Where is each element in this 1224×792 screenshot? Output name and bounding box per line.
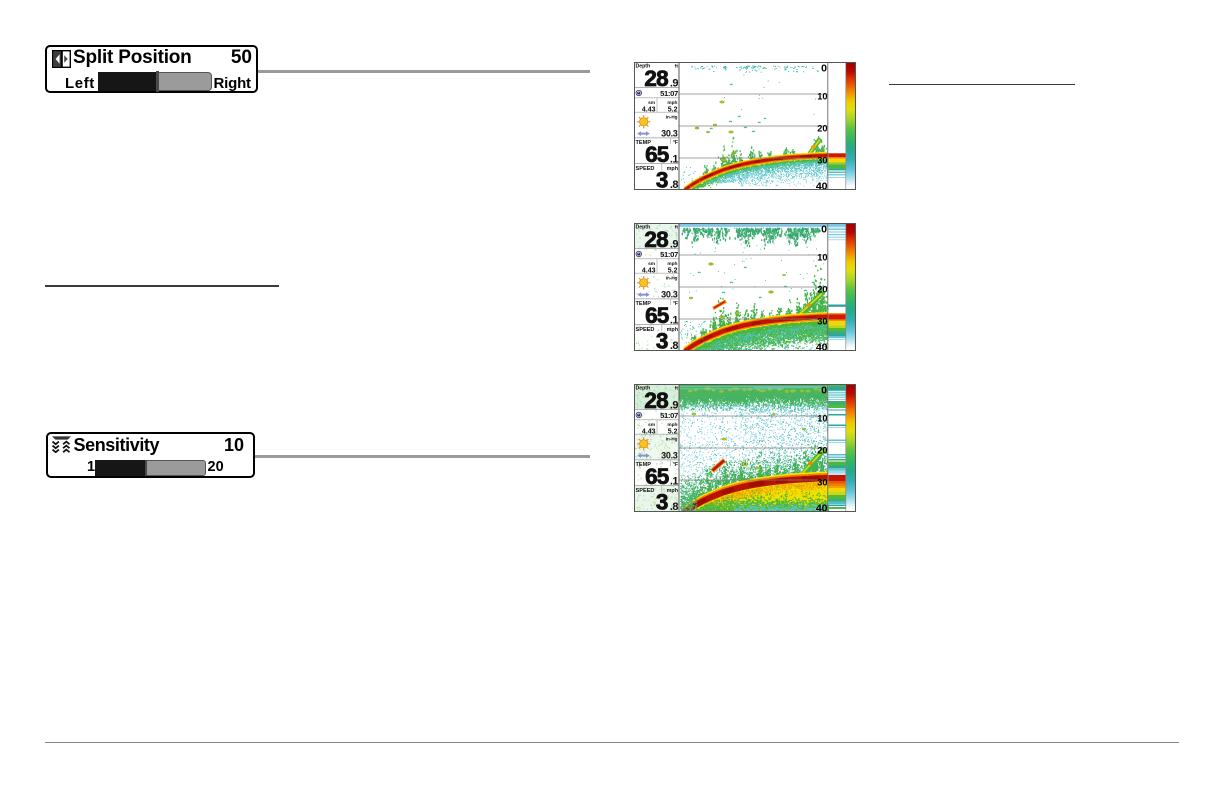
svg-text:sm: sm [648,423,655,428]
svg-text:10: 10 [817,253,827,263]
svg-text:mph: mph [667,422,677,428]
svg-text:0: 0 [821,385,827,397]
svg-text:40: 40 [816,341,828,351]
svg-text:.8: .8 [670,340,679,351]
svg-text:mph: mph [667,488,678,494]
svg-text:mph: mph [667,327,678,333]
svg-text:.8: .8 [670,179,679,190]
svg-text:40: 40 [816,502,828,512]
svg-text:51:07: 51:07 [660,411,678,420]
svg-text:sm: sm [648,262,655,267]
svg-text:SPEED: SPEED [636,327,655,333]
svg-text:10: 10 [817,414,827,424]
svg-text:30.3: 30.3 [661,290,678,300]
svg-text:30: 30 [817,156,827,166]
svg-text:20: 20 [817,124,827,134]
svg-text:5.2: 5.2 [668,267,678,274]
svg-text:5.2: 5.2 [668,428,678,435]
svg-text:28: 28 [644,388,668,413]
svg-text:30.3: 30.3 [661,129,678,139]
svg-text:.8: .8 [670,501,679,512]
svg-text:40: 40 [816,180,828,190]
svg-text:4.43: 4.43 [642,428,656,435]
svg-text:°F: °F [673,140,678,146]
svg-text:mph: mph [667,261,677,267]
svg-text:Depth: Depth [636,386,651,392]
svg-text:28: 28 [644,227,668,252]
svg-text:ft: ft [675,225,679,231]
svg-text:Depth: Depth [636,64,651,70]
svg-text:SPEED: SPEED [636,166,655,172]
svg-text:65: 65 [645,464,669,489]
svg-text:.1: .1 [670,153,679,165]
svg-text:30: 30 [817,478,827,488]
svg-text:20: 20 [817,446,827,456]
svg-text:0: 0 [821,63,827,75]
svg-text:65: 65 [645,303,669,328]
svg-text:In-Hg: In-Hg [666,275,678,280]
svg-text:°F: °F [673,462,678,468]
svg-text:Depth: Depth [636,225,651,231]
svg-text:mph: mph [667,100,677,106]
svg-text:65: 65 [645,142,669,167]
svg-text:.9: .9 [670,78,679,90]
svg-text:30.3: 30.3 [661,451,678,461]
svg-text:sm: sm [648,101,655,106]
svg-text:mph: mph [667,166,678,172]
svg-text:20: 20 [817,285,827,295]
svg-text:TEMP: TEMP [636,301,652,307]
svg-text:TEMP: TEMP [636,140,652,146]
svg-text:.1: .1 [670,314,679,326]
svg-text:51:07: 51:07 [660,250,678,259]
svg-text:28: 28 [644,66,668,91]
svg-text:3: 3 [656,328,668,351]
svg-text:SPEED: SPEED [636,488,655,494]
svg-text:5.2: 5.2 [668,106,678,113]
svg-text:3: 3 [656,167,668,190]
svg-text:4.43: 4.43 [642,106,656,113]
svg-text:.9: .9 [670,239,679,251]
svg-text:In-Hg: In-Hg [666,436,678,441]
svg-text:3: 3 [656,489,668,512]
svg-text:TEMP: TEMP [636,462,652,468]
svg-text:4.43: 4.43 [642,267,656,274]
svg-text:51:07: 51:07 [660,89,678,98]
svg-text:In-Hg: In-Hg [666,114,678,119]
svg-text:0: 0 [821,224,827,236]
svg-text:ft: ft [675,64,679,70]
svg-text:10: 10 [817,92,827,102]
svg-text:30: 30 [817,317,827,327]
svg-text:.9: .9 [670,400,679,412]
svg-text:ft: ft [675,386,679,392]
svg-text:.1: .1 [670,475,679,487]
svg-text:°F: °F [673,301,678,307]
